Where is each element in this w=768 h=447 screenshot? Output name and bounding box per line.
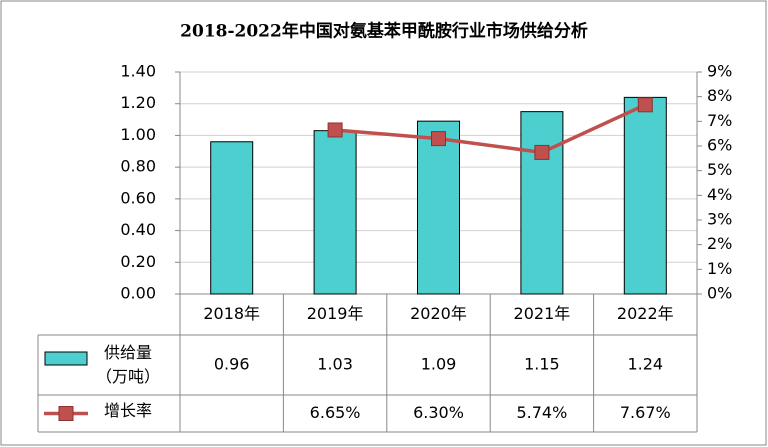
y2-tick-label: 1% <box>707 259 732 278</box>
bar <box>520 111 564 295</box>
line-marker <box>534 144 550 160</box>
x-tick-label: 2021年 <box>514 304 571 323</box>
legend-marker <box>58 406 74 421</box>
line-marker <box>637 97 653 113</box>
y2-tick-label: 2% <box>707 234 732 253</box>
y-tick-label: 0.80 <box>120 157 156 176</box>
y-tick-label: 0.40 <box>120 220 156 239</box>
x-tick-label: 2020年 <box>410 304 467 323</box>
bar <box>417 120 460 295</box>
table-value: 6.65% <box>310 403 361 422</box>
table-value: 5.74% <box>516 403 567 422</box>
line-marker <box>327 122 343 138</box>
x-tick-label: 2019年 <box>307 304 364 323</box>
table-value: 7.67% <box>620 403 671 422</box>
y2-tick-label: 8% <box>707 86 732 105</box>
bar <box>210 141 254 295</box>
y-tick-label: 1.00 <box>120 125 156 144</box>
y2-tick-label: 0% <box>707 284 732 303</box>
y-tick-label: 0.00 <box>120 284 156 303</box>
y2-tick-label: 6% <box>707 136 732 155</box>
y2-tick-label: 5% <box>707 160 732 179</box>
table-value: 1.09 <box>421 355 457 374</box>
bar <box>623 96 667 295</box>
y2-tick-label: 4% <box>707 185 732 204</box>
y-tick-label: 0.20 <box>120 252 156 271</box>
table-value: 1.15 <box>524 355 560 374</box>
legend-label: 供给量（万吨） <box>95 343 160 386</box>
line <box>334 103 647 155</box>
legend-swatch <box>44 351 88 366</box>
table-value: 1.24 <box>627 355 663 374</box>
line-marker <box>431 131 446 147</box>
table-value: 6.30% <box>413 403 464 422</box>
y2-tick-label: 9% <box>707 62 732 81</box>
y-tick-label: 1.40 <box>120 62 156 81</box>
table-value: 0.96 <box>214 355 250 374</box>
x-tick-label: 2018年 <box>203 304 260 323</box>
y-tick-label: 0.60 <box>120 188 156 207</box>
y2-tick-label: 3% <box>707 210 732 229</box>
legend-label: 增长率 <box>103 401 152 420</box>
table-value: 1.03 <box>317 355 353 374</box>
bar <box>313 130 357 295</box>
chart-title: 2018-2022年中国对氨基苯甲酰胺行业市场供给分析 <box>180 21 588 42</box>
x-tick-label: 2022年 <box>617 304 674 323</box>
y2-tick-label: 7% <box>707 111 732 130</box>
y-tick-label: 1.20 <box>120 93 156 112</box>
